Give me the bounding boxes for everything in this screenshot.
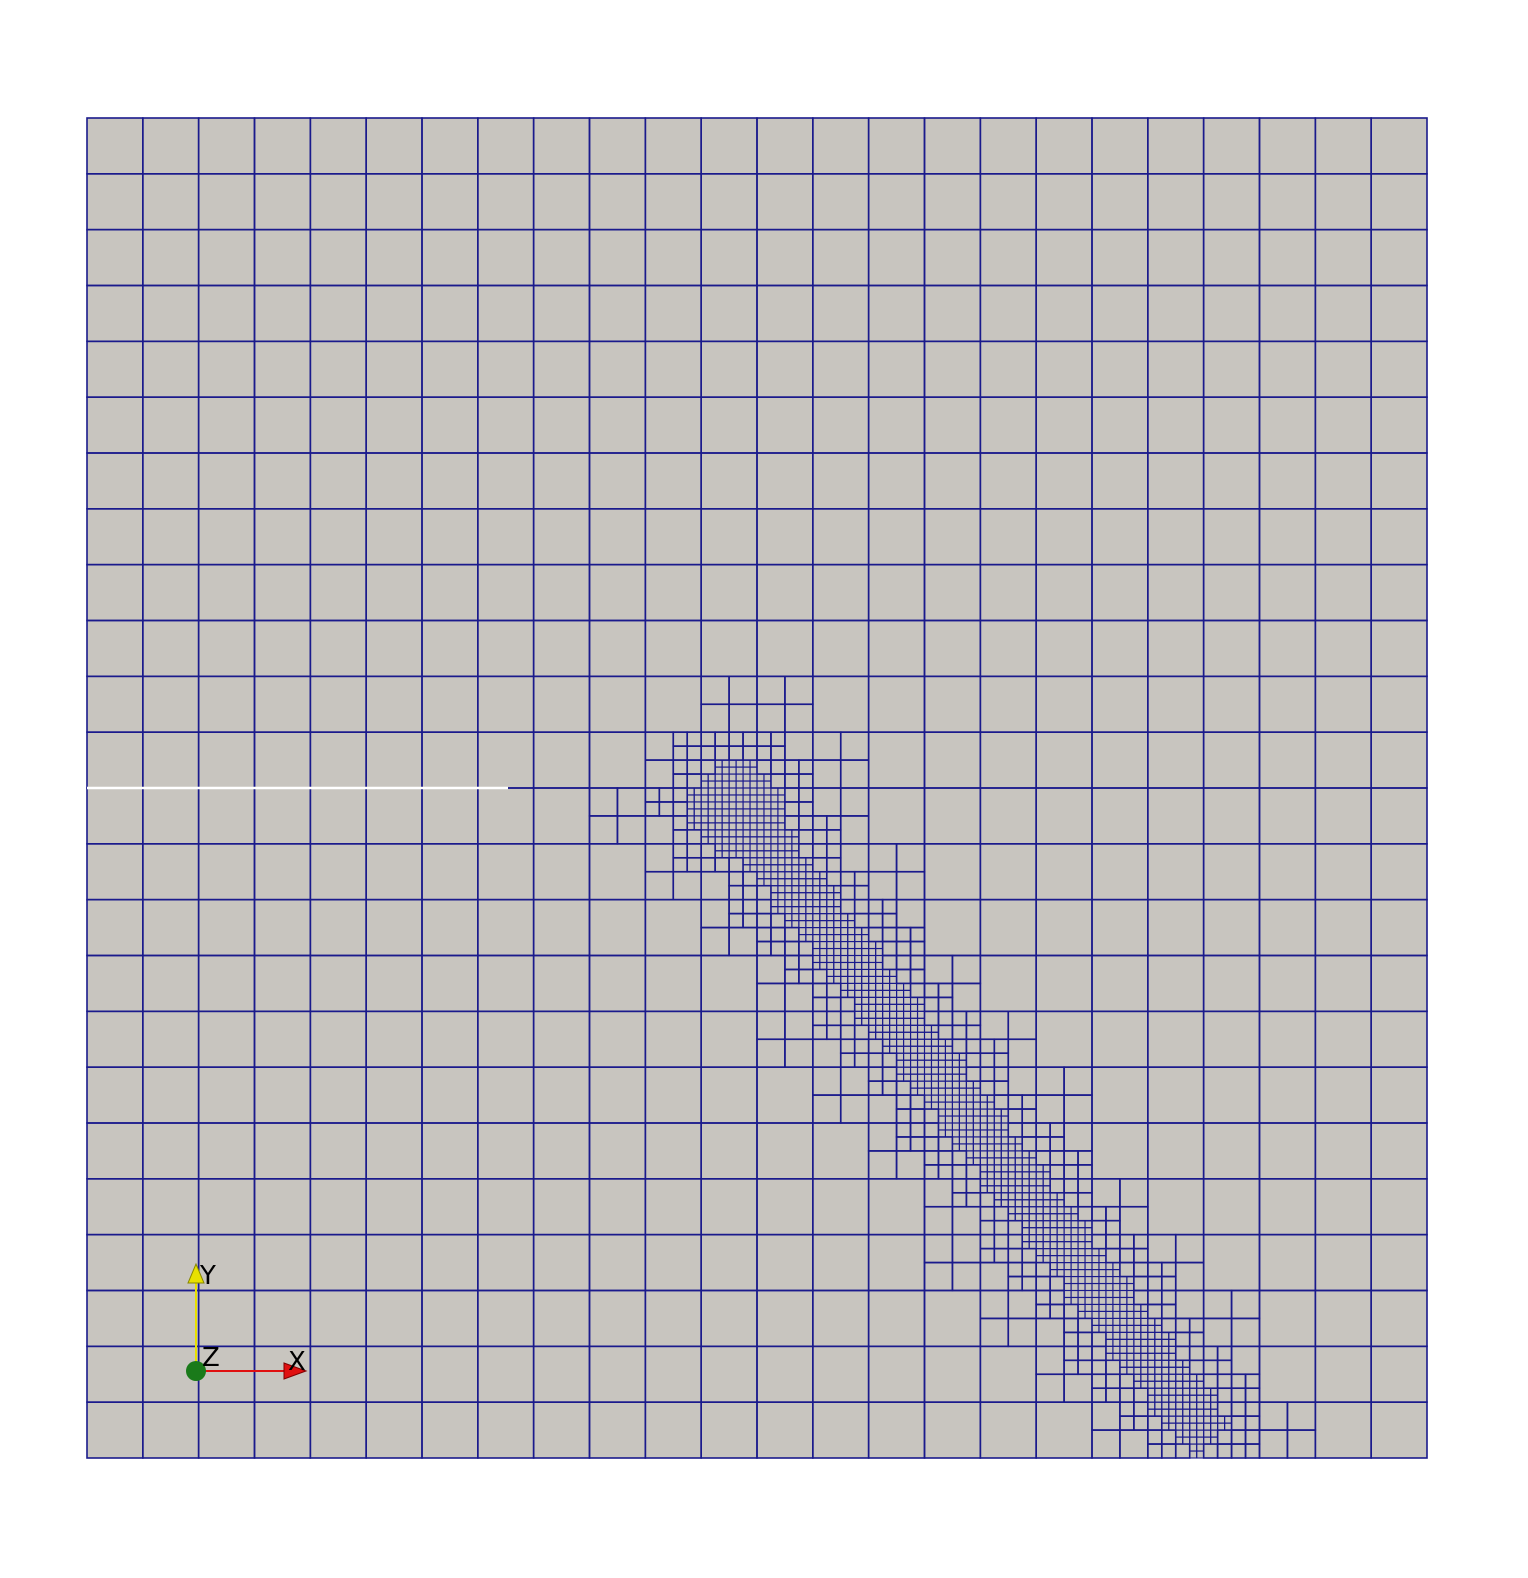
orientation-axes: Y X Z bbox=[186, 1261, 308, 1381]
x-arrow-icon bbox=[283, 1362, 308, 1380]
x-axis-label: X bbox=[288, 1347, 306, 1377]
z-axis-dot-icon bbox=[186, 1361, 206, 1381]
mesh-cell bbox=[1370, 1401, 1428, 1459]
y-arrow-icon bbox=[187, 1262, 205, 1284]
y-axis-label: Y bbox=[199, 1261, 216, 1291]
z-axis-label: Z bbox=[202, 1343, 220, 1373]
